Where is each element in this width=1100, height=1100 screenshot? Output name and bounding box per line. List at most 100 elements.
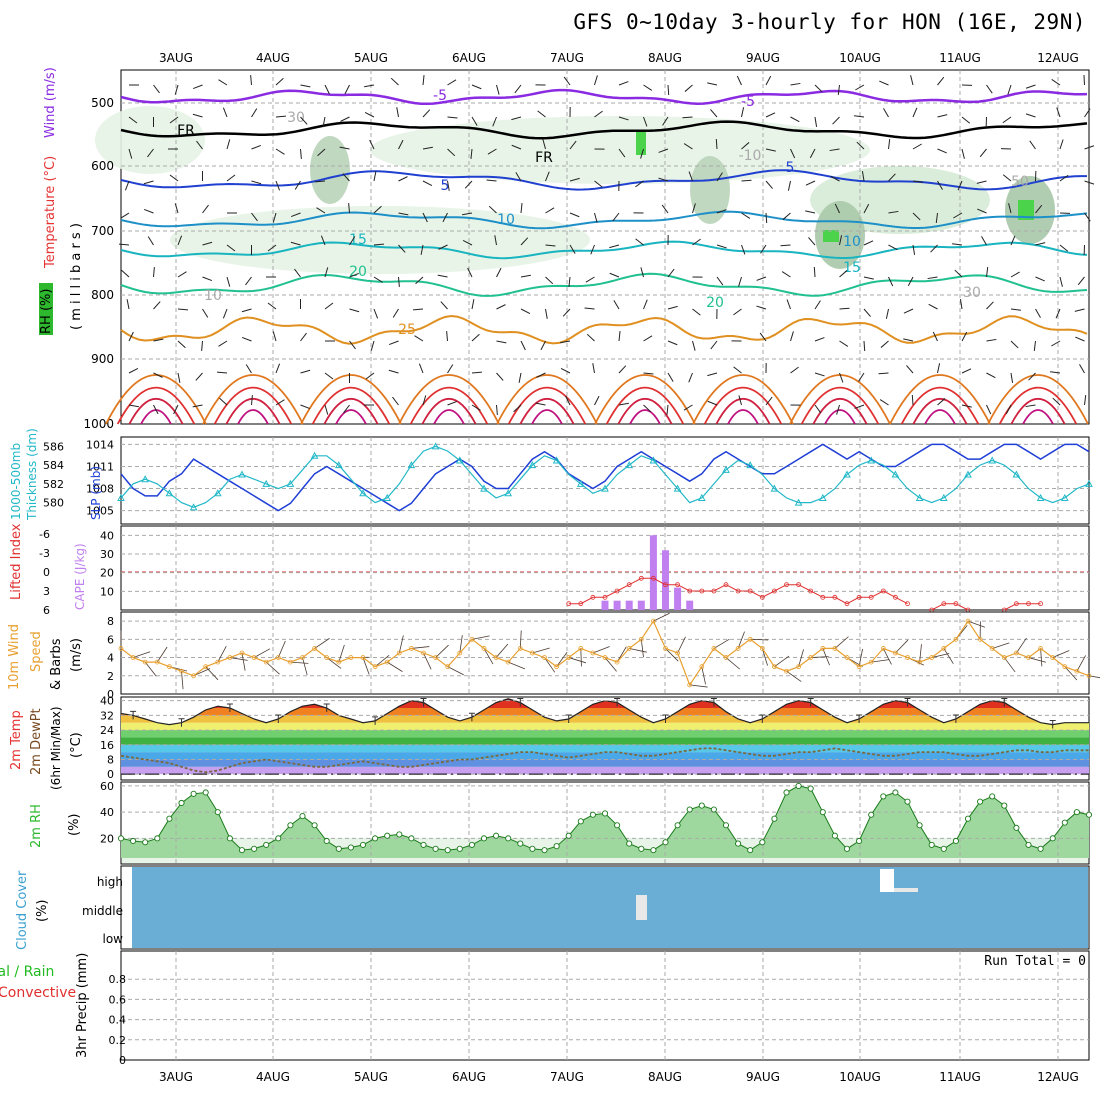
wind10-barb [447,666,464,676]
precip-tick-label: 0.6 [109,993,127,1006]
contour-surface-bubble [507,386,587,425]
wind-barb [169,174,179,182]
thickness-marker [238,470,246,478]
wind-barb [422,109,431,118]
wind10-barb [798,649,804,667]
wind-barb [911,394,914,406]
thickness-marker [867,456,876,464]
date-label-top: 9AUG [746,51,780,65]
contour-surface-bubble [213,386,293,425]
wind-barb [251,144,262,150]
li-tick-label: 3 [43,585,50,598]
rh-shade-region [815,201,865,269]
date-label-top: 8AUG [648,51,682,65]
li-tick-label: -6 [39,528,50,541]
wind-barb [300,404,311,410]
contour-surface-bubble [531,409,563,425]
rh-marker [1049,835,1056,842]
wind-barb [643,299,648,310]
wind-barb [986,404,992,415]
rh-marker [553,843,560,850]
temp-color-band [121,744,1089,753]
thickness-marker [431,442,440,450]
wind-barb [759,332,767,342]
temp-color-band [121,766,1089,775]
wind-barb [790,148,796,159]
wind-barb [520,340,526,351]
wind10-barb [1028,657,1046,663]
wind10-barb [423,652,432,670]
cape-bar [625,600,633,610]
wind-barb [1028,372,1036,381]
contour-surface-bubble [605,386,685,425]
dewpoint-line [120,747,1089,774]
thickness-marker [286,479,295,487]
wind10-marker [1026,655,1031,660]
wind-barb [250,74,252,86]
rh-marker [674,822,681,829]
wind-barb [290,212,301,218]
pressure-tick-label: 900 [91,352,114,366]
li-marker [675,582,680,588]
rh-high-patch [636,130,646,155]
wind-barb [492,116,497,127]
wind10-barb [895,639,909,654]
temp-tick-label: 24 [100,724,114,737]
wind-barb [373,308,379,319]
wind-barb [937,398,946,406]
temp-minmax-marker [323,703,330,713]
wind-barb [316,207,326,214]
wind10-marker [215,659,221,665]
wind10-marker [142,659,148,665]
wind10-barb [156,646,168,663]
slp-line [120,443,1090,512]
rh-axis-label: RH (%) [39,289,54,334]
pressure-tick-label: 600 [91,159,114,173]
wind-barb [667,372,674,382]
wind10-marker [542,655,547,660]
wind-barb [662,116,669,126]
cape-bar [637,600,645,610]
cloud-gap-middle [636,895,647,920]
wind-barb [1025,84,1036,89]
wind-barb [863,276,874,280]
contour-minus5 [120,88,1088,106]
li-marker [735,588,741,594]
contour-surface-bubble [225,397,281,425]
wind-barb [765,212,768,224]
li-marker [699,588,705,594]
wind-barb [518,372,522,383]
li-tick-label: -3 [39,547,50,560]
wind10-marker [626,646,632,651]
wind-barb [398,244,406,253]
cape-bar [601,600,609,610]
wind-barb [442,212,448,223]
rh-marker [916,822,923,829]
wind10-marker [711,646,717,651]
contour-value-label: 5 [786,160,795,176]
rh-marker [444,847,451,854]
wind10-barb [302,657,308,676]
cloud-axis-label: Cloud Cover [15,870,30,950]
wind-barb [594,395,600,406]
rh-marker [589,811,596,818]
contour-surface-bubble [715,397,771,425]
wind10-barb [1076,655,1086,672]
wind-barb [937,148,947,154]
contour-surface-bubble [519,397,575,425]
date-label-bottom: 6AUG [452,1070,486,1084]
wind-barb [888,244,898,251]
temp-minmax-marker [372,716,379,725]
wind-barb [839,372,844,383]
wind10-barb [411,646,430,649]
thickness-marker [843,470,851,478]
thickness-marker [722,465,730,473]
wind10-marker [796,664,801,670]
temp-minmax-marker [565,714,572,724]
rh2m-axis-label: 2m RH [29,804,44,848]
contour-surface-bubble [140,409,172,425]
wind10-marker [808,655,814,660]
wind-barb [1002,174,1012,182]
wind-barb [981,236,987,246]
date-label-top: 6AUG [452,51,486,65]
